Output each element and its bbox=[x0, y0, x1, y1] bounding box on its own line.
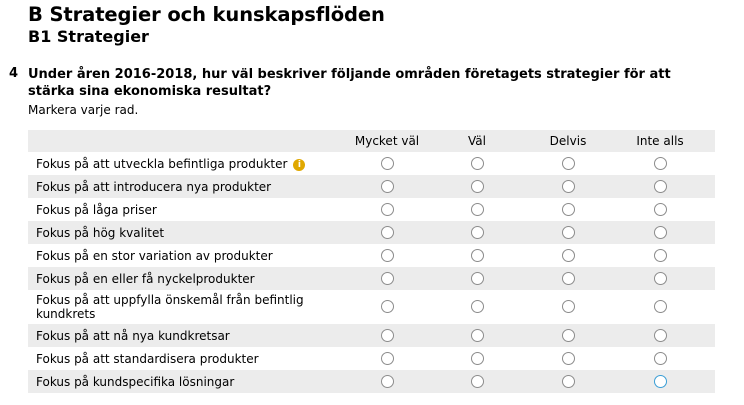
radio-delvis[interactable] bbox=[562, 225, 575, 239]
column-header-delvis: Delvis bbox=[549, 134, 587, 148]
question-text: Under åren 2016-2018, hur väl beskriver … bbox=[28, 67, 671, 99]
radio-val[interactable] bbox=[471, 202, 484, 216]
column-header-inte-alls: Inte alls bbox=[636, 134, 684, 148]
radio-val[interactable] bbox=[471, 351, 484, 365]
radio-val[interactable] bbox=[471, 300, 484, 313]
question-number: 4 bbox=[9, 66, 19, 81]
radio-delvis[interactable] bbox=[562, 328, 575, 342]
question-instruction: Markera varje rad. bbox=[28, 103, 139, 117]
radio-inte-alls[interactable] bbox=[654, 225, 667, 239]
row-label: Fokus på en eller få nyckelprodukter bbox=[36, 272, 316, 286]
table-row: Fokus på att nå nya kundkretsar bbox=[28, 324, 715, 347]
radio-inte-alls[interactable] bbox=[654, 248, 667, 262]
radio-val[interactable] bbox=[471, 156, 484, 170]
row-label: Fokus på låga priser bbox=[36, 203, 316, 217]
column-header-mycket-val: Mycket väl bbox=[354, 134, 420, 148]
radio-inte-alls[interactable] bbox=[654, 156, 667, 170]
radio-mycket-val[interactable] bbox=[381, 351, 394, 365]
radio-delvis[interactable] bbox=[562, 179, 575, 193]
radio-mycket-val[interactable] bbox=[381, 202, 394, 216]
radio-mycket-val[interactable] bbox=[381, 300, 394, 313]
row-label: Fokus på att introducera nya produkter bbox=[36, 180, 316, 194]
radio-mycket-val[interactable] bbox=[381, 225, 394, 239]
radio-inte-alls[interactable] bbox=[654, 300, 667, 313]
row-label: Fokus på att nå nya kundkretsar bbox=[36, 329, 316, 343]
radio-val[interactable] bbox=[471, 374, 484, 388]
radio-val[interactable] bbox=[471, 328, 484, 342]
radio-delvis[interactable] bbox=[562, 351, 575, 365]
radio-mycket-val[interactable] bbox=[381, 156, 394, 170]
section-subtitle: B1 Strategier bbox=[28, 27, 149, 46]
radio-delvis[interactable] bbox=[562, 271, 575, 285]
radio-val[interactable] bbox=[471, 225, 484, 239]
question-grid: Mycket väl Väl Delvis Inte alls Fokus på… bbox=[28, 130, 715, 393]
radio-mycket-val[interactable] bbox=[381, 271, 394, 285]
table-row: Fokus på en stor variation av produkter bbox=[28, 244, 715, 267]
row-label: Fokus på att uppfylla önskemål från befi… bbox=[36, 293, 316, 321]
row-label: Fokus på hög kvalitet bbox=[36, 226, 316, 240]
row-label-text: Fokus på låga priser bbox=[36, 202, 157, 217]
radio-delvis[interactable] bbox=[562, 156, 575, 170]
table-row: Fokus på att standardisera produkter bbox=[28, 347, 715, 370]
radio-mycket-val[interactable] bbox=[381, 179, 394, 193]
radio-val[interactable] bbox=[471, 179, 484, 193]
row-label-text: Fokus på en eller få nyckelprodukter bbox=[36, 271, 255, 286]
row-label-text: Fokus på att nå nya kundkretsar bbox=[36, 328, 230, 343]
radio-inte-alls[interactable] bbox=[654, 328, 667, 342]
radio-inte-alls[interactable] bbox=[654, 271, 667, 285]
table-row: Fokus på att utveckla befintliga produkt… bbox=[28, 152, 715, 175]
radio-mycket-val[interactable] bbox=[381, 248, 394, 262]
row-label-text: Fokus på kundspecifika lösningar bbox=[36, 374, 235, 389]
row-label: Fokus på att utveckla befintliga produkt… bbox=[36, 157, 316, 171]
row-label-text: Fokus på att uppfylla önskemål från befi… bbox=[36, 293, 304, 321]
radio-inte-alls[interactable] bbox=[654, 351, 667, 365]
table-row: Fokus på låga priser bbox=[28, 198, 715, 221]
table-row: Fokus på att uppfylla önskemål från befi… bbox=[28, 290, 715, 324]
table-row: Fokus på en eller få nyckelprodukter bbox=[28, 267, 715, 290]
row-label-text: Fokus på att introducera nya produkter bbox=[36, 179, 272, 194]
section-title: B Strategier och kunskapsflöden bbox=[28, 3, 385, 26]
table-row: Fokus på att introducera nya produkter bbox=[28, 175, 715, 198]
radio-inte-alls[interactable] bbox=[654, 179, 667, 193]
radio-mycket-val[interactable] bbox=[381, 328, 394, 342]
column-header-val: Väl bbox=[468, 134, 486, 148]
radio-delvis[interactable] bbox=[562, 374, 575, 388]
radio-mycket-val[interactable] bbox=[381, 374, 394, 388]
row-label-text: Fokus på en stor variation av produkter bbox=[36, 248, 273, 263]
radio-inte-alls[interactable] bbox=[654, 202, 667, 216]
radio-val[interactable] bbox=[471, 248, 484, 262]
radio-delvis[interactable] bbox=[562, 300, 575, 313]
radio-inte-alls[interactable] bbox=[654, 374, 667, 388]
row-label: Fokus på en stor variation av produkter bbox=[36, 249, 316, 263]
row-label-text: Fokus på att standardisera produkter bbox=[36, 351, 259, 366]
table-row: Fokus på hög kvalitet bbox=[28, 221, 715, 244]
row-label-text: Fokus på hög kvalitet bbox=[36, 225, 165, 240]
radio-delvis[interactable] bbox=[562, 202, 575, 216]
table-row: Fokus på kundspecifika lösningar bbox=[28, 370, 715, 393]
radio-val[interactable] bbox=[471, 271, 484, 285]
info-icon[interactable]: i bbox=[293, 158, 306, 171]
row-label: Fokus på att standardisera produkter bbox=[36, 352, 316, 366]
radio-delvis[interactable] bbox=[562, 248, 575, 262]
row-label-text: Fokus på att utveckla befintliga produkt… bbox=[36, 156, 288, 171]
row-label: Fokus på kundspecifika lösningar bbox=[36, 375, 316, 389]
grid-header: Mycket väl Väl Delvis Inte alls bbox=[28, 130, 715, 152]
